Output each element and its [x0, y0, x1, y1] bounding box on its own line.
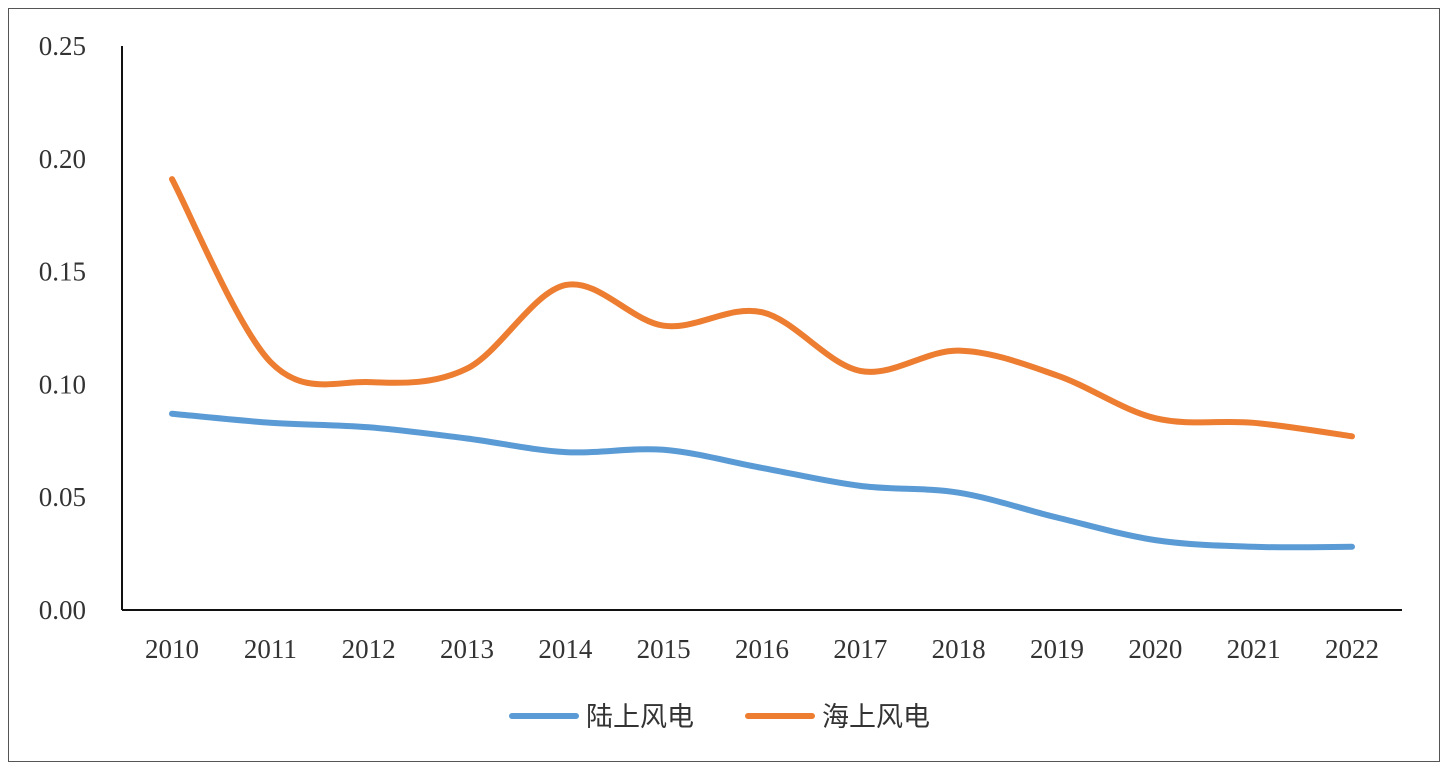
series-line-1 — [169, 410, 1355, 551]
x-tick-labels: 2010 2011 2012 2013 2014 2015 2016 2017 2018 2019… — [145, 634, 1379, 664]
x-tick-label: 2015 — [637, 634, 691, 664]
y-tick-label: 0.25 — [39, 31, 86, 61]
x-tick-label: 2011 — [244, 634, 297, 664]
y-tick-labels: 0.00 0.05 0.10 0.15 0.20 0.25 — [39, 31, 86, 625]
x-tick-label: 2010 — [145, 634, 199, 664]
y-tick-label: 0.10 — [39, 369, 86, 399]
x-tick-label: 2021 — [1227, 634, 1281, 664]
series-lines — [169, 176, 1355, 551]
legend: 陆上风电 海上风电 — [509, 702, 930, 733]
x-tick-label: 2014 — [538, 634, 593, 664]
chart-frame — [8, 8, 1440, 762]
y-tick-label: 0.05 — [39, 482, 86, 512]
series-line-2 — [169, 176, 1355, 440]
x-tick-label: 2016 — [735, 634, 789, 664]
x-tick-label: 2019 — [1030, 634, 1084, 664]
x-tick-label: 2012 — [342, 634, 396, 664]
x-tick-label: 2013 — [440, 634, 494, 664]
legend-label-2: 海上风电 — [822, 702, 930, 733]
x-tick-label: 2018 — [932, 634, 986, 664]
x-tick-label: 2017 — [833, 634, 887, 664]
x-tick-label: 2020 — [1128, 634, 1182, 664]
x-tick-label: 2022 — [1325, 634, 1379, 664]
y-tick-label: 0.00 — [39, 595, 86, 625]
axes — [121, 46, 1402, 611]
y-tick-label: 0.20 — [39, 144, 86, 174]
legend-label-1: 陆上风电 — [586, 702, 694, 733]
y-tick-label: 0.15 — [39, 257, 86, 287]
